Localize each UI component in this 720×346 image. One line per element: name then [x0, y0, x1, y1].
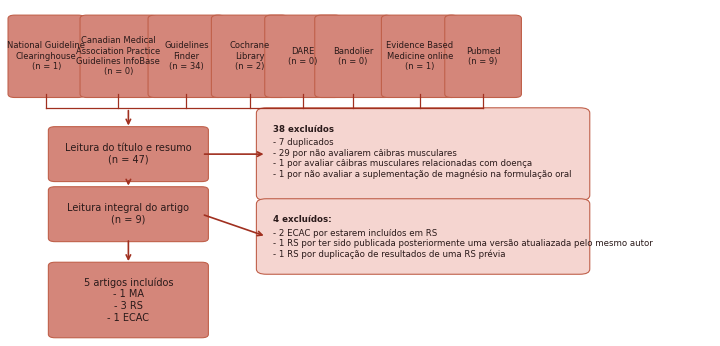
Text: National Guideline
Clearinghouse
(n = 1): National Guideline Clearinghouse (n = 1) [7, 42, 86, 71]
Text: 4 excluídos:: 4 excluídos: [273, 216, 332, 225]
FancyBboxPatch shape [212, 15, 288, 98]
Text: Guidelines
Finder
(n = 34): Guidelines Finder (n = 34) [164, 42, 209, 71]
Text: DARE
(n = 0): DARE (n = 0) [289, 47, 318, 66]
FancyBboxPatch shape [315, 15, 392, 98]
FancyBboxPatch shape [445, 15, 521, 98]
FancyBboxPatch shape [148, 15, 225, 98]
FancyBboxPatch shape [256, 108, 590, 200]
Text: Cochrane
Library
(n = 2): Cochrane Library (n = 2) [230, 42, 270, 71]
Text: - 2 ECAC por estarem incluídos em RS
- 1 RS por ter sido publicada posteriorment: - 2 ECAC por estarem incluídos em RS - 1… [273, 228, 653, 259]
FancyBboxPatch shape [80, 15, 157, 98]
Text: Leitura integral do artigo
(n = 9): Leitura integral do artigo (n = 9) [68, 203, 189, 225]
Text: - 7 duplicados
- 29 por não avaliarem câibras musculares
- 1 por avaliar câibras: - 7 duplicados - 29 por não avaliarem câ… [273, 138, 572, 179]
FancyBboxPatch shape [256, 199, 590, 274]
FancyBboxPatch shape [382, 15, 458, 98]
Text: 5 artigos incluídos
- 1 MA
- 3 RS
- 1 ECAC: 5 artigos incluídos - 1 MA - 3 RS - 1 EC… [84, 277, 173, 322]
FancyBboxPatch shape [48, 187, 208, 242]
FancyBboxPatch shape [265, 15, 341, 98]
Text: Evidence Based
Medicine online
(n = 1): Evidence Based Medicine online (n = 1) [386, 42, 454, 71]
Text: Leitura do título e resumo
(n = 47): Leitura do título e resumo (n = 47) [65, 143, 192, 165]
Text: Canadian Medical
Association Practice
Guidelines InfoBase
(n = 0): Canadian Medical Association Practice Gu… [76, 36, 161, 76]
Text: Bandolier
(n = 0): Bandolier (n = 0) [333, 47, 373, 66]
Text: 38 excluídos: 38 excluídos [273, 125, 334, 134]
FancyBboxPatch shape [48, 127, 208, 182]
FancyBboxPatch shape [48, 262, 208, 338]
Text: Pubmed
(n = 9): Pubmed (n = 9) [466, 47, 500, 66]
FancyBboxPatch shape [8, 15, 85, 98]
